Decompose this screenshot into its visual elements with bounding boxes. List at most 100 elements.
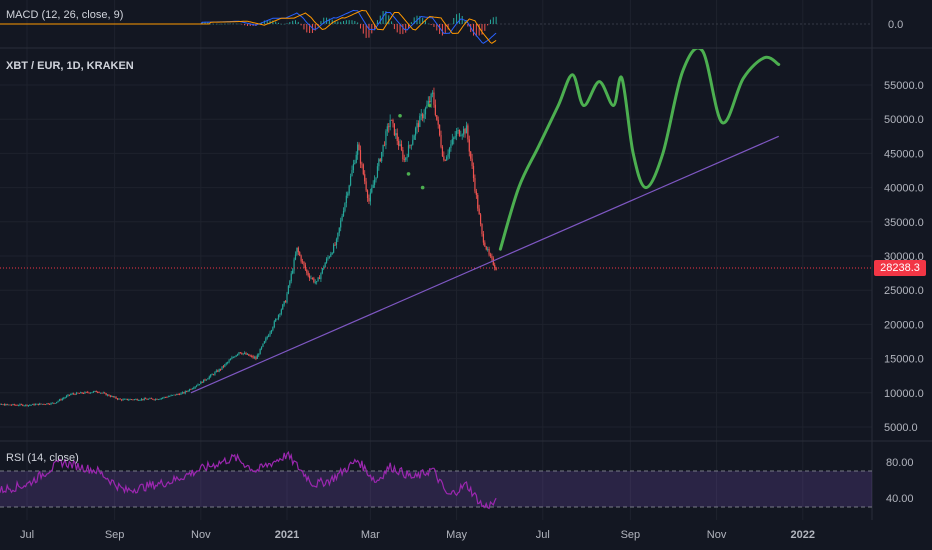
candle-body <box>457 129 459 132</box>
candle-body <box>60 399 62 401</box>
macd-histogram-bar <box>379 15 381 24</box>
candle-body <box>273 321 275 328</box>
candle-body <box>128 399 130 401</box>
candle-body <box>414 128 417 136</box>
macd-label[interactable]: MACD (12, 26, close, 9) <box>6 9 124 21</box>
candle-body <box>251 355 253 357</box>
candle-body <box>324 262 326 268</box>
macd-histogram-bar <box>444 24 446 34</box>
candle-body <box>393 123 395 136</box>
candle-body <box>410 144 412 146</box>
candle-body <box>255 357 257 359</box>
macd-histogram-bar <box>427 23 429 25</box>
candle-body <box>482 233 485 243</box>
candle-body <box>184 391 186 394</box>
candle-body <box>68 394 70 396</box>
rsi-axis-label: 40.00 <box>886 493 914 505</box>
candle-body <box>388 126 390 128</box>
candle-body <box>32 404 34 405</box>
candle-body <box>461 134 463 136</box>
candle-body <box>130 399 133 401</box>
candle-body <box>487 249 489 250</box>
candle-body <box>328 256 330 258</box>
macd-histogram-bar <box>246 24 248 26</box>
macd-histogram-bar <box>343 21 345 24</box>
candle-body <box>75 392 78 395</box>
candle-body <box>323 267 325 269</box>
candle-body <box>84 391 86 394</box>
candle-body <box>157 399 160 401</box>
candle-body <box>430 93 432 103</box>
macd-histogram-bar <box>371 24 373 34</box>
candle-body <box>106 394 109 396</box>
candle-body <box>186 391 188 392</box>
candle-body <box>136 399 138 401</box>
candle-body <box>375 177 377 180</box>
candle-body <box>74 393 76 395</box>
macd-histogram-bar <box>280 23 282 25</box>
marker-dot <box>406 172 411 176</box>
candle-body <box>365 181 367 191</box>
candle-body <box>297 247 299 253</box>
macd-histogram-bar <box>201 22 203 24</box>
candle-body <box>94 390 96 392</box>
candle-body <box>67 394 69 396</box>
candle-body <box>40 403 42 405</box>
rsi-axis-label: 80.00 <box>886 457 914 469</box>
candle-body <box>183 392 185 394</box>
candle-body <box>470 151 472 159</box>
candle-body <box>15 404 17 406</box>
candle-body <box>105 393 107 396</box>
candle-body <box>33 404 35 406</box>
candle-body <box>190 389 192 390</box>
macd-histogram-bar <box>232 23 234 25</box>
candle-body <box>426 104 428 108</box>
candle-body <box>20 404 22 406</box>
candle-body <box>70 394 72 396</box>
macd-histogram-bar <box>345 20 347 24</box>
candle-body <box>97 392 99 393</box>
candle-body <box>194 386 196 388</box>
rsi-line <box>0 450 497 510</box>
rsi-label[interactable]: RSI (14, close) <box>6 452 79 464</box>
candle-body <box>244 353 246 354</box>
candle-body <box>142 398 144 400</box>
candle-body <box>467 125 469 140</box>
candle-body <box>234 356 236 358</box>
macd-histogram-bar <box>278 22 280 24</box>
candle-body <box>16 405 18 406</box>
macd-histogram-bar <box>359 24 361 29</box>
candle-body <box>246 353 249 355</box>
candle-body <box>109 395 111 397</box>
macd-histogram-bar <box>408 24 410 29</box>
candle-body <box>268 335 270 337</box>
candle-body <box>160 398 162 399</box>
candle-body <box>382 144 384 152</box>
candle-body <box>208 376 210 379</box>
macd-histogram-bar <box>405 24 407 33</box>
candle-body <box>489 254 492 256</box>
candle-body <box>354 162 356 164</box>
candle-body <box>270 330 273 333</box>
candle-body <box>318 277 321 280</box>
candle-body <box>427 100 429 105</box>
candle-body <box>423 114 425 119</box>
candle-body <box>279 313 281 315</box>
candle-body <box>212 374 215 376</box>
candle-body <box>122 399 124 401</box>
candle-body <box>81 392 83 394</box>
macd-histogram-bar <box>286 23 288 24</box>
time-axis-label: Mar <box>361 529 380 541</box>
candle-body <box>340 220 342 228</box>
candle-body <box>205 379 208 381</box>
candle-body <box>355 154 357 163</box>
macd-histogram-bar <box>478 24 480 36</box>
candle-body <box>256 355 258 359</box>
candle-body <box>260 346 263 349</box>
candle-body <box>403 159 405 160</box>
candle-body <box>494 264 496 268</box>
candle-body <box>133 399 135 401</box>
symbol-label[interactable]: XBT / EUR, 1D, KRAKEN <box>6 60 134 72</box>
candle-body <box>333 244 335 253</box>
macd-histogram-bar <box>224 23 226 25</box>
